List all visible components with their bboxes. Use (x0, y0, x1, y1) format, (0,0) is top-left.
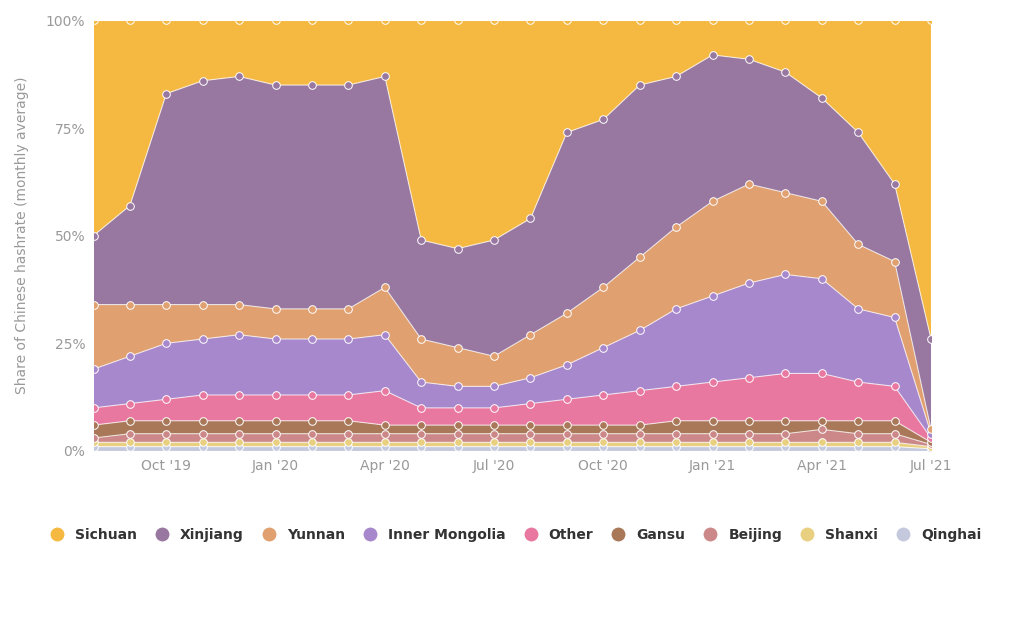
Y-axis label: Share of Chinese hashrate (monthly average): Share of Chinese hashrate (monthly avera… (15, 77, 29, 394)
Legend: Sichuan, Xinjiang, Yunnan, Inner Mongolia, Other, Gansu, Beijing, Shanxi, Qingha: Sichuan, Xinjiang, Yunnan, Inner Mongoli… (38, 522, 987, 548)
